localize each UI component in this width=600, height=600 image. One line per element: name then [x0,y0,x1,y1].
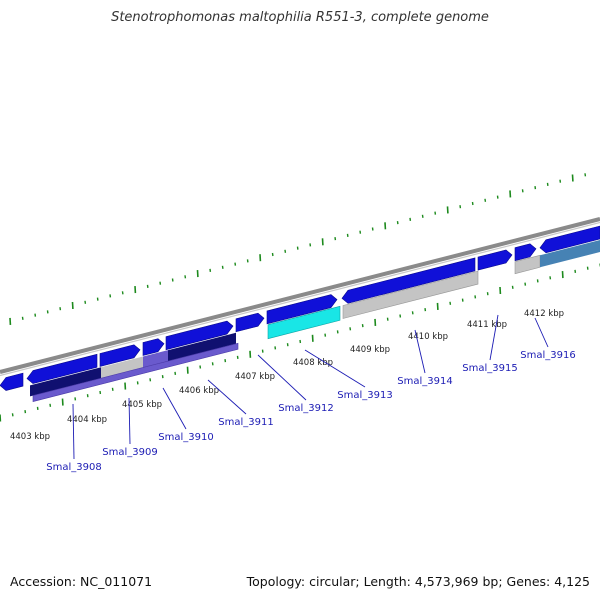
gene-leader-line [414,329,426,374]
cds-forward-5 [165,320,234,351]
tick-label: 4410 kbp [408,332,448,342]
cds-row3-purple [32,342,239,402]
cds-forward-9 [477,249,513,271]
gene-label: Smal_3908 [46,462,101,473]
gene-leader-line [72,403,75,460]
backbone-line [0,217,600,374]
tick-label: 4409 kbp [350,345,390,355]
gene-leader-line [207,379,247,415]
gene-label: Smal_3911 [218,417,273,428]
cds-forward-2 [26,353,98,384]
gene-leader-line [128,397,131,445]
topology-label: Topology: circular; Length: 4,573,969 bp… [246,574,590,589]
cds-row2-dark-1 [30,367,101,397]
cds-forward-8 [341,257,476,304]
cds-forward-1 [0,372,24,391]
gene-leader-line [534,317,549,348]
cds-forward-10 [514,243,537,262]
gene-leader-line [162,387,187,430]
tick-label: 4406 kbp [179,386,219,396]
cds-forward-4 [142,338,165,356]
tick-label: 4403 kbp [10,432,50,442]
gene-label: Smal_3913 [337,390,392,401]
tick-label: 4407 kbp [235,372,275,382]
inner-tick-row [0,263,600,422]
gene-label: Smal_3912 [278,403,333,414]
gene-label: Smal_3914 [397,376,452,387]
cds-forward-11 [539,225,600,254]
gene-label: Smal_3915 [462,363,517,374]
cds-row2-grey-2 [342,270,479,319]
gene-leader-line [257,354,307,401]
tick-label: 4412 kbp [524,309,564,319]
tick-label: 4411 kbp [467,320,507,330]
backbone-shadow [0,221,600,377]
gene-leader-line [304,349,366,388]
cds-forward-3 [99,344,141,367]
cds-row2-purple-1 [143,349,170,368]
cds-row2-grey-1 [101,356,143,379]
tick-label: 4404 kbp [67,415,107,425]
cds-forward-7 [266,294,338,325]
gene-label: Smal_3916 [520,350,575,361]
gene-label: Smal_3910 [158,432,213,443]
gene-leader-line [489,314,499,361]
tick-label: 4405 kbp [122,400,162,410]
cds-row2-dark-2 [168,332,236,362]
outer-tick-row [9,173,587,325]
gene-label: Smal_3909 [102,447,157,458]
cds-row2-cyan [267,305,341,340]
tick-label: 4408 kbp [293,358,333,368]
cds-row2-steel [540,240,600,268]
map-title: Stenotrophomonas maltophilia R551-3, com… [111,10,489,25]
cds-forward-6 [235,312,265,333]
accession-label: Accession: NC_011071 [10,574,153,589]
